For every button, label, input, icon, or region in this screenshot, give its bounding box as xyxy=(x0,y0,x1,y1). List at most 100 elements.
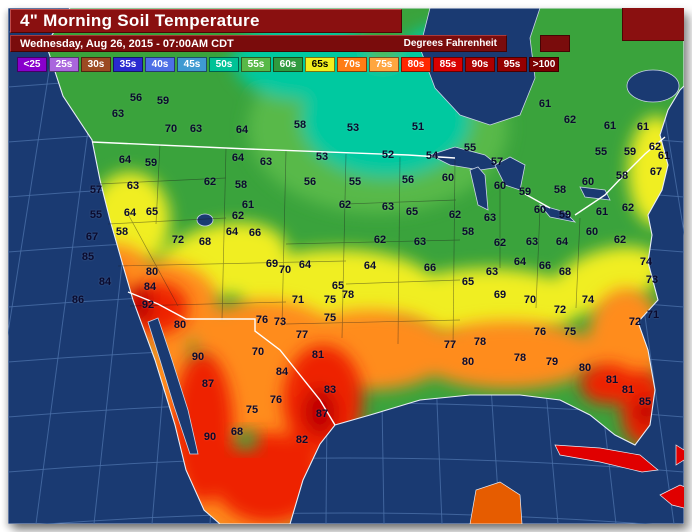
temp-label: 77 xyxy=(295,329,309,341)
legend-item-75s: 75s xyxy=(369,57,399,72)
temp-label: 75 xyxy=(563,326,577,338)
temp-label: 61 xyxy=(241,199,255,211)
temp-label: 54 xyxy=(425,150,439,162)
temp-label: 56 xyxy=(129,92,143,104)
temp-label: 63 xyxy=(189,123,203,135)
temp-label: 64 xyxy=(123,207,137,219)
temp-label: 90 xyxy=(191,351,205,363)
temp-label: 57 xyxy=(490,156,504,168)
temp-label: 65 xyxy=(145,206,159,218)
temp-label: 80 xyxy=(461,356,475,368)
temp-label: 59 xyxy=(156,95,170,107)
temp-label: 64 xyxy=(298,259,312,271)
temp-label: 78 xyxy=(513,352,527,364)
temp-label: 87 xyxy=(201,378,215,390)
temp-label: 78 xyxy=(341,289,355,301)
temp-label: 62 xyxy=(563,114,577,126)
temp-label: 68 xyxy=(558,266,572,278)
temp-label: 76 xyxy=(269,394,283,406)
legend-item-35s: 35s xyxy=(113,57,143,72)
temp-label: 87 xyxy=(315,408,329,420)
temp-label: 59 xyxy=(623,146,637,158)
temp-label: 78 xyxy=(473,336,487,348)
temp-label: 52 xyxy=(381,149,395,161)
temp-label: 75 xyxy=(245,404,259,416)
temp-label: 71 xyxy=(291,294,305,306)
temp-label: 63 xyxy=(483,212,497,224)
temp-label: 62 xyxy=(613,234,627,246)
us-mexico-border xyxy=(127,291,336,426)
temp-label: 53 xyxy=(346,122,360,134)
temp-label: 64 xyxy=(225,226,239,238)
legend-item-55s: 55s xyxy=(241,57,271,72)
cuba xyxy=(554,444,659,473)
temp-label: 80 xyxy=(173,319,187,331)
temp-label: 75 xyxy=(323,294,337,306)
temp-label: 69 xyxy=(265,258,279,270)
legend-item-80s: 80s xyxy=(401,57,431,72)
temp-label: 65 xyxy=(461,276,475,288)
yucatan xyxy=(469,481,523,524)
temp-label: 61 xyxy=(657,150,671,162)
temp-label: 71 xyxy=(646,309,660,321)
temp-label: 84 xyxy=(98,276,112,288)
temp-label: 58 xyxy=(293,119,307,131)
temp-label: 65 xyxy=(331,280,345,292)
temp-label: 84 xyxy=(143,281,157,293)
legend-item-25: <25 xyxy=(17,57,47,72)
temp-label: 63 xyxy=(259,156,273,168)
temp-label: 63 xyxy=(126,180,140,192)
temp-label: 66 xyxy=(423,262,437,274)
temp-label: 55 xyxy=(463,142,477,154)
temp-label: 58 xyxy=(461,226,475,238)
temp-label: 66 xyxy=(538,260,552,272)
temp-label: 62 xyxy=(338,199,352,211)
header-block-corner xyxy=(622,8,684,41)
temp-label: 59 xyxy=(558,209,572,221)
temp-label: 73 xyxy=(645,274,659,286)
temp-label: 58 xyxy=(234,179,248,191)
temp-label: 66 xyxy=(248,227,262,239)
temp-label: 62 xyxy=(493,237,507,249)
legend-item-95s: 95s xyxy=(497,57,527,72)
temp-label: 60 xyxy=(441,172,455,184)
temp-label: 79 xyxy=(545,356,559,368)
temp-label: 85 xyxy=(638,396,652,408)
date-label: Wednesday, Aug 26, 2015 - 07:00AM CDT xyxy=(20,37,234,50)
temp-label: 64 xyxy=(235,124,249,136)
temp-label: 74 xyxy=(639,256,653,268)
temp-label: 70 xyxy=(164,123,178,135)
temp-label: 58 xyxy=(553,184,567,196)
temp-label: 73 xyxy=(273,316,287,328)
legend-item-100: >100 xyxy=(529,57,559,72)
temperature-labels: 56 59 63 70 63 64 58 53 51 61 62 61 61 64 59 64 63 53 52 54… xyxy=(8,8,684,524)
temp-label: 61 xyxy=(636,121,650,133)
temp-label: 69 xyxy=(493,289,507,301)
temp-label: 63 xyxy=(485,266,499,278)
temp-label: 86 xyxy=(71,294,85,306)
temp-label: 67 xyxy=(85,231,99,243)
legend-item-70s: 70s xyxy=(337,57,367,72)
temp-label: 60 xyxy=(585,226,599,238)
temp-label: 92 xyxy=(141,299,155,311)
lake-huron xyxy=(494,156,526,191)
temp-label: 76 xyxy=(533,326,547,338)
temp-label: 72 xyxy=(553,304,567,316)
temp-label: 90 xyxy=(203,431,217,443)
temp-label: 60 xyxy=(581,176,595,188)
temp-label: 74 xyxy=(581,294,595,306)
temp-label: 58 xyxy=(115,226,129,238)
lake-michigan xyxy=(469,166,489,211)
gulf-of-st-lawrence xyxy=(626,69,680,103)
temp-label: 85 xyxy=(81,251,95,263)
temp-label: 63 xyxy=(111,108,125,120)
temp-label: 81 xyxy=(605,374,619,386)
temperature-legend: <25 25s 30s 35s 40s 45s 50s 55s 60s 65s 70s 75s 80s 8… xyxy=(17,57,559,72)
temp-label: 64 xyxy=(363,260,377,272)
temp-label: 70 xyxy=(278,264,292,276)
temp-label: 67 xyxy=(649,166,663,178)
soil-temperature-map: 56 59 63 70 63 64 58 53 51 61 62 61 61 64 59 64 63 53 52 54… xyxy=(8,8,684,524)
header-block-small xyxy=(540,35,570,52)
temp-label: 57 xyxy=(89,184,103,196)
legend-item-85s: 85s xyxy=(433,57,463,72)
